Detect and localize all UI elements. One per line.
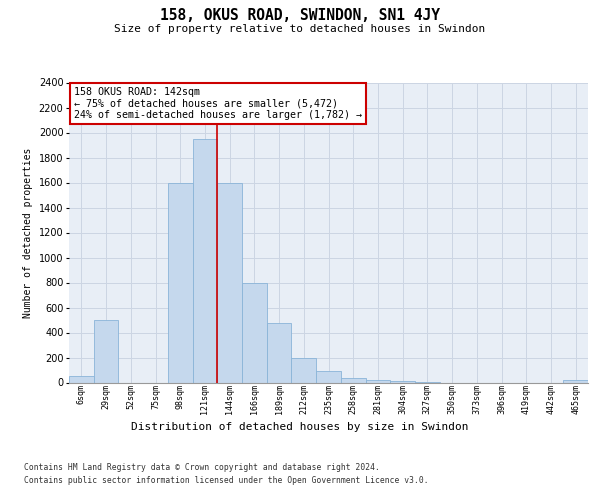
Bar	[193, 138, 217, 382]
Bar	[69, 376, 94, 382]
Bar	[316, 371, 341, 382]
Bar	[341, 378, 365, 382]
Bar	[267, 322, 292, 382]
Text: Size of property relative to detached houses in Swindon: Size of property relative to detached ho…	[115, 24, 485, 34]
Text: 158 OKUS ROAD: 142sqm
← 75% of detached houses are smaller (5,472)
24% of semi-d: 158 OKUS ROAD: 142sqm ← 75% of detached …	[74, 87, 362, 120]
Bar	[168, 182, 193, 382]
Bar	[390, 381, 415, 382]
Text: Contains public sector information licensed under the Open Government Licence v3: Contains public sector information licen…	[24, 476, 428, 485]
Bar	[94, 320, 118, 382]
Text: Contains HM Land Registry data © Crown copyright and database right 2024.: Contains HM Land Registry data © Crown c…	[24, 464, 380, 472]
Bar	[242, 282, 267, 382]
Y-axis label: Number of detached properties: Number of detached properties	[23, 148, 33, 318]
Text: Distribution of detached houses by size in Swindon: Distribution of detached houses by size …	[131, 422, 469, 432]
Bar	[365, 380, 390, 382]
Text: 158, OKUS ROAD, SWINDON, SN1 4JY: 158, OKUS ROAD, SWINDON, SN1 4JY	[160, 8, 440, 22]
Bar	[292, 358, 316, 382]
Bar	[563, 380, 588, 382]
Bar	[217, 182, 242, 382]
